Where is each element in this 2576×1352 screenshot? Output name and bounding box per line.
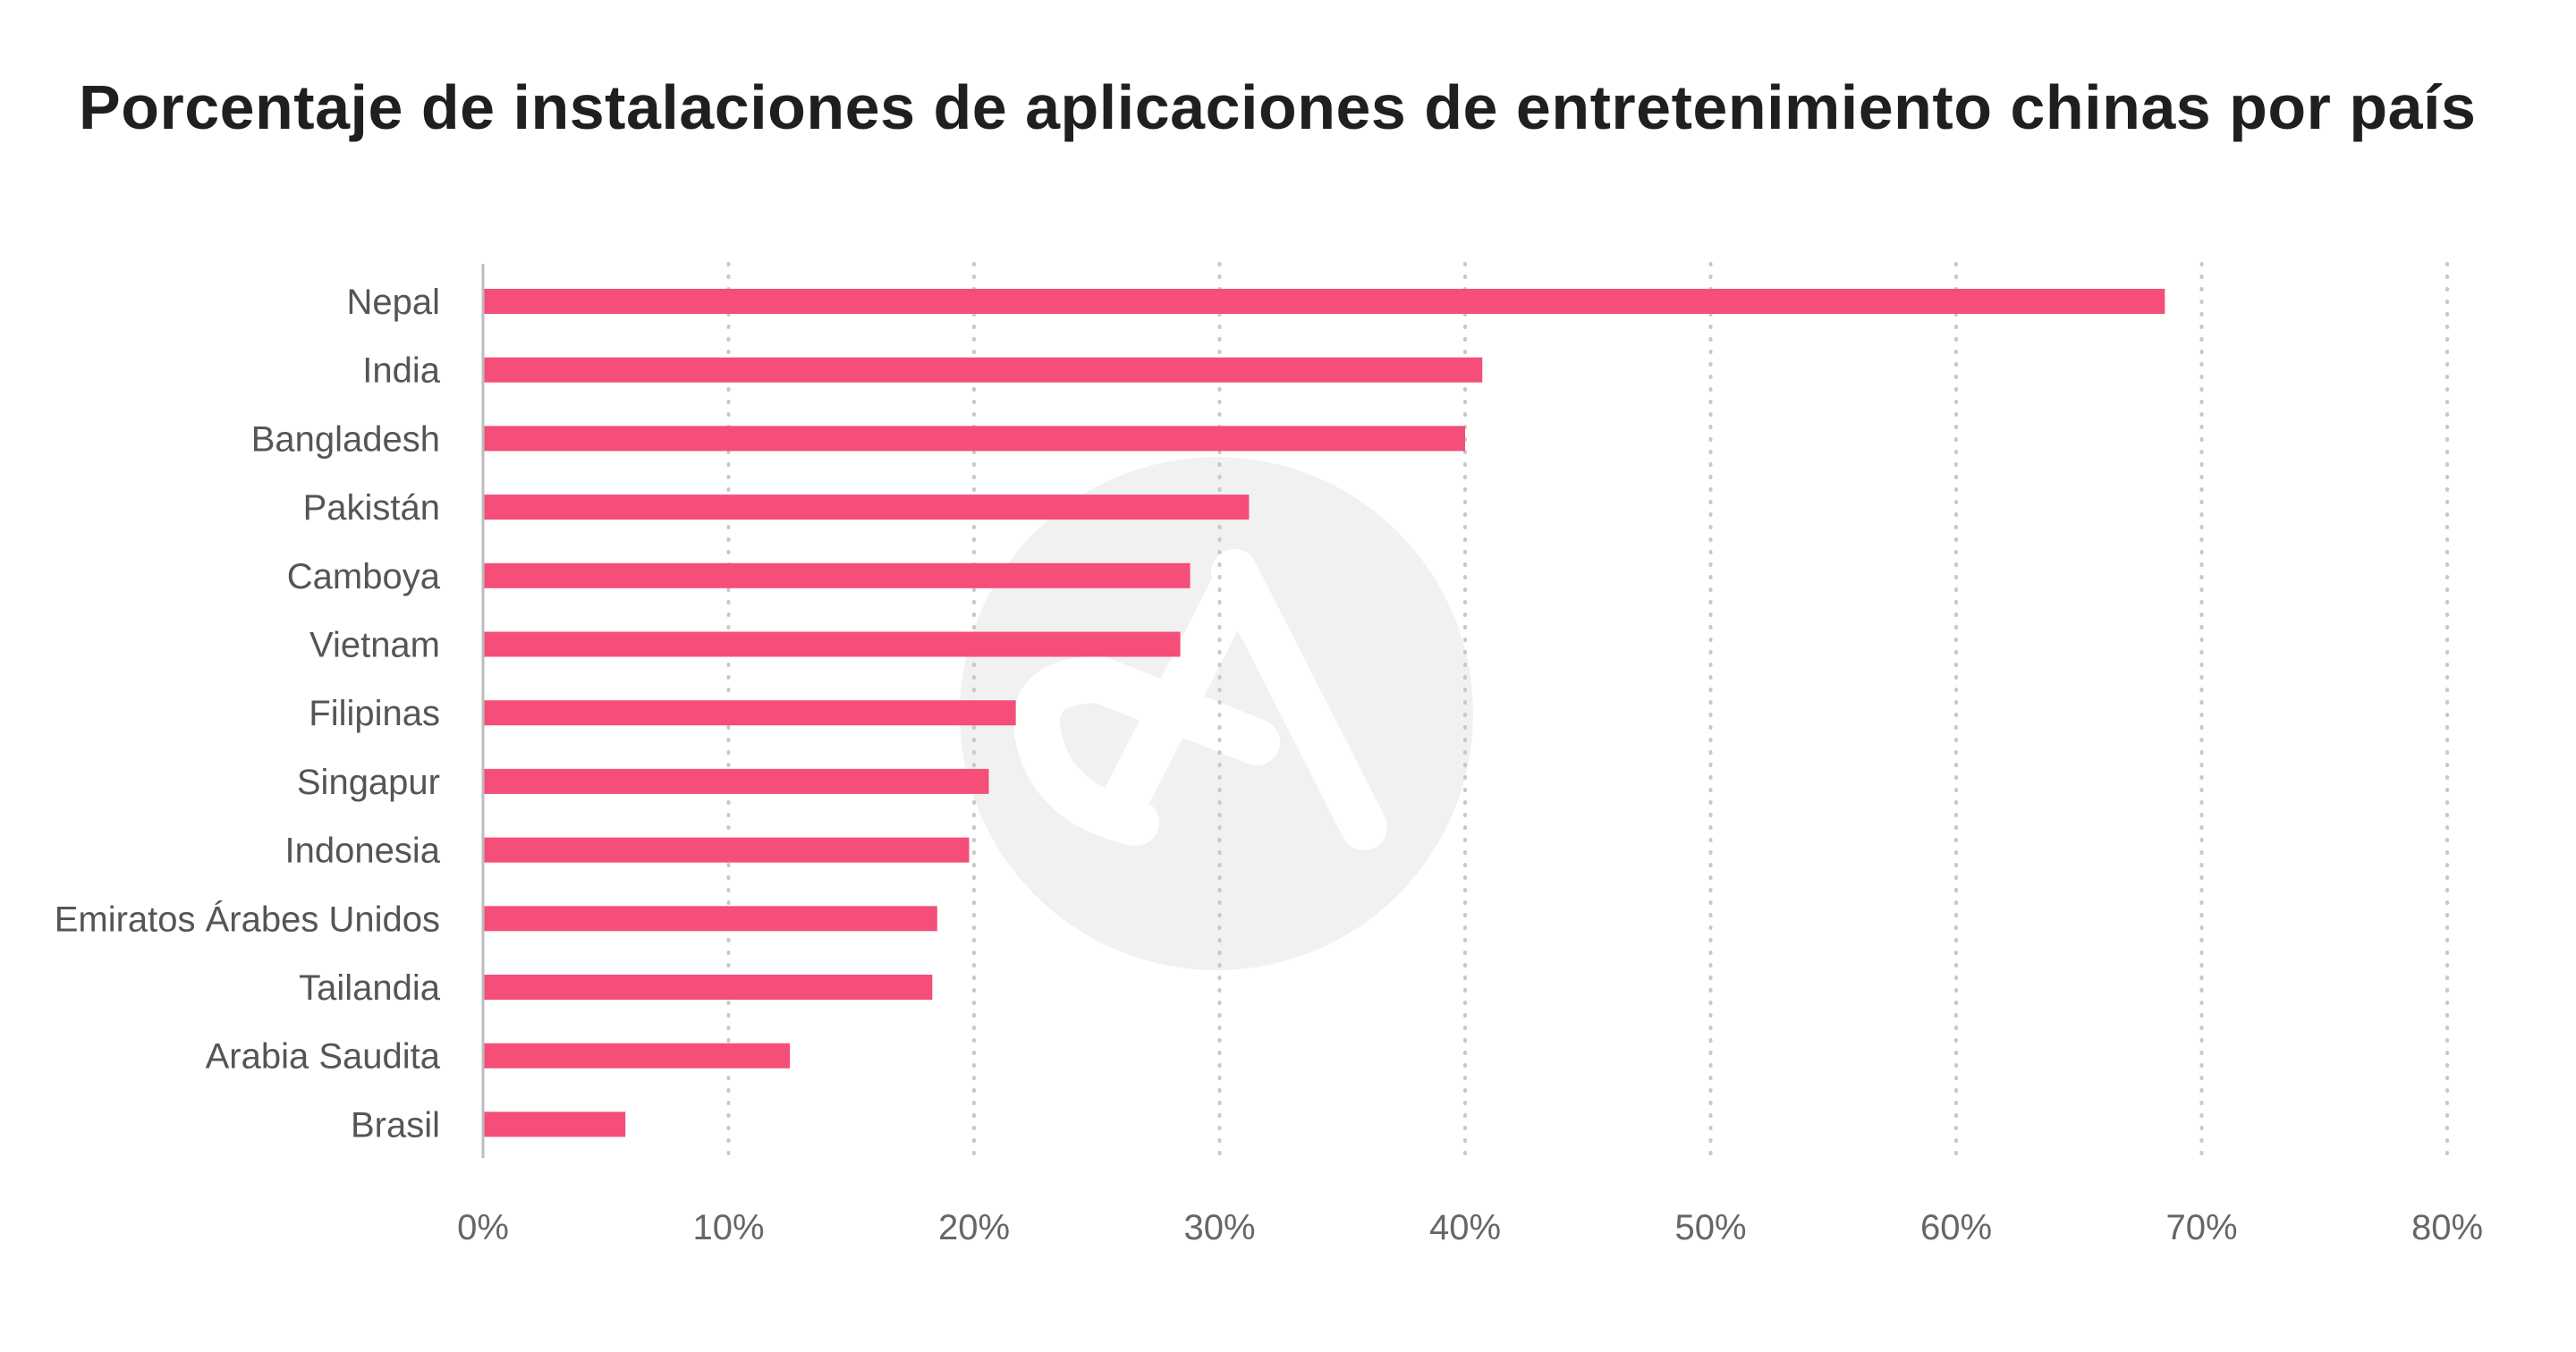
category-label: Arabia Saudita	[206, 1037, 441, 1077]
bar-camboya	[483, 562, 1191, 588]
category-label: Tailandia	[299, 968, 441, 1008]
category-label: Camboya	[287, 557, 441, 596]
watermark-logo	[960, 457, 1473, 970]
bar-bangladesh	[483, 426, 1465, 452]
category-label: Nepal	[346, 283, 440, 322]
bar-brasil	[483, 1111, 626, 1137]
bar-filipinas	[483, 700, 1016, 726]
category-label: Filipinas	[309, 694, 440, 733]
category-labels: Nepal India Bangladesh Pakistán Camboya Vietn…	[55, 283, 441, 1145]
bar-indonesia	[483, 837, 970, 863]
category-label: Indonesia	[285, 832, 441, 871]
bar-emiratos-árabes-unidos	[483, 906, 937, 932]
category-label: Emiratos Árabes Unidos	[55, 899, 440, 939]
bar-india	[483, 357, 1483, 383]
x-tick-label: 80%	[2411, 1208, 2483, 1247]
bar-tailandia	[483, 975, 933, 1000]
x-tick-label: 60%	[1920, 1208, 1992, 1247]
x-tick-label: 30%	[1183, 1208, 1255, 1247]
category-label: Vietnam	[309, 626, 440, 665]
category-label: India	[362, 351, 440, 391]
category-label: Pakistán	[303, 488, 440, 528]
x-tick-label: 10%	[692, 1208, 764, 1247]
bar-nepal	[483, 289, 2165, 314]
x-tick-label: 0%	[457, 1208, 509, 1247]
category-label: Singapur	[297, 763, 440, 802]
category-label: Bangladesh	[251, 419, 440, 459]
watermark-glyph-stroke	[1095, 571, 1253, 837]
watermark-glyph	[1013, 549, 1387, 850]
bar-singapur	[483, 768, 989, 794]
x-tick-label: 20%	[938, 1208, 1010, 1247]
bar-vietnam	[483, 631, 1181, 657]
x-tick-label: 40%	[1429, 1208, 1501, 1247]
bar-pakistán	[483, 494, 1250, 520]
x-tick-label: 70%	[2165, 1208, 2237, 1247]
category-label: Brasil	[351, 1105, 440, 1145]
bars	[483, 289, 2165, 1137]
gridlines	[726, 262, 2449, 1160]
bar-arabia-saudita	[483, 1043, 791, 1069]
chart-title: Porcentaje de instalaciones de aplicacio…	[79, 72, 2477, 142]
x-tick-labels: 0% 10% 20% 30% 40% 50% 60% 70% 80%	[457, 1208, 2483, 1247]
x-tick-label: 50%	[1674, 1208, 1746, 1247]
